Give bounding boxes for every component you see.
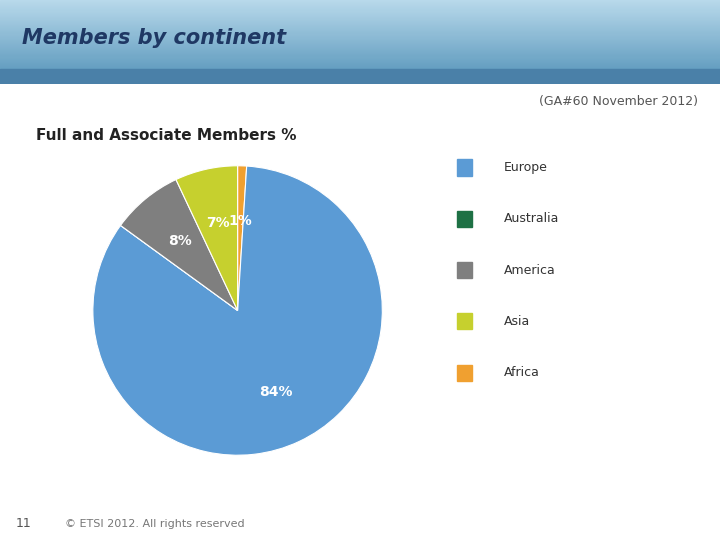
- Bar: [0, 23, 720, 25]
- Bar: [0, 42, 720, 44]
- Bar: [0, 79, 720, 82]
- Bar: [0, 25, 720, 27]
- Bar: [0, 38, 720, 40]
- Text: 7%: 7%: [206, 216, 230, 230]
- Wedge shape: [238, 166, 247, 310]
- Bar: [0, 69, 720, 71]
- Bar: [0, 55, 720, 57]
- Bar: [0, 48, 720, 50]
- Text: (GA#60 November 2012): (GA#60 November 2012): [539, 94, 698, 108]
- Bar: [456, 262, 472, 278]
- Bar: [456, 159, 472, 176]
- Bar: [0, 63, 720, 65]
- Bar: [0, 29, 720, 31]
- Bar: [0, 12, 720, 15]
- Bar: [0, 58, 720, 60]
- Bar: [0, 40, 720, 42]
- Text: Europe: Europe: [503, 161, 547, 174]
- Bar: [0, 50, 720, 52]
- Wedge shape: [120, 225, 238, 310]
- Text: Australia: Australia: [503, 212, 559, 225]
- Bar: [0, 17, 720, 19]
- Text: 84%: 84%: [259, 384, 292, 399]
- Bar: [0, 8, 720, 10]
- Bar: [0, 36, 720, 38]
- Bar: [0, 21, 720, 23]
- Bar: [0, 4, 720, 6]
- Bar: [0, 10, 720, 12]
- Bar: [0, 65, 720, 67]
- Bar: [0, 19, 720, 21]
- Bar: [456, 364, 472, 381]
- Bar: [0, 57, 720, 58]
- Bar: [456, 313, 472, 329]
- Bar: [0, 52, 720, 55]
- Bar: [0, 46, 720, 48]
- Text: Full and Associate Members %: Full and Associate Members %: [36, 127, 297, 143]
- Bar: [0, 31, 720, 33]
- Text: 8%: 8%: [168, 234, 192, 248]
- Text: Members by continent: Members by continent: [22, 28, 286, 48]
- Text: 1%: 1%: [228, 214, 252, 228]
- Wedge shape: [120, 180, 238, 310]
- Bar: [0, 44, 720, 46]
- Bar: [456, 211, 472, 227]
- Bar: [0, 33, 720, 36]
- Wedge shape: [176, 166, 238, 310]
- Text: © ETSI 2012. All rights reserved: © ETSI 2012. All rights reserved: [65, 519, 244, 529]
- Bar: [0, 15, 720, 17]
- Bar: [0, 2, 720, 4]
- Bar: [0, 77, 720, 79]
- Bar: [0, 76, 720, 77]
- Bar: [0, 0, 720, 2]
- Text: Asia: Asia: [503, 315, 530, 328]
- Text: 11: 11: [16, 517, 32, 530]
- Bar: [0, 82, 720, 84]
- Bar: [0, 67, 720, 69]
- Bar: [0, 27, 720, 29]
- Text: America: America: [503, 264, 555, 276]
- Bar: [0, 6, 720, 8]
- Wedge shape: [93, 166, 382, 455]
- Bar: [0, 69, 720, 84]
- Text: Africa: Africa: [503, 366, 539, 379]
- Bar: [0, 60, 720, 63]
- Bar: [0, 73, 720, 75]
- Bar: [0, 71, 720, 73]
